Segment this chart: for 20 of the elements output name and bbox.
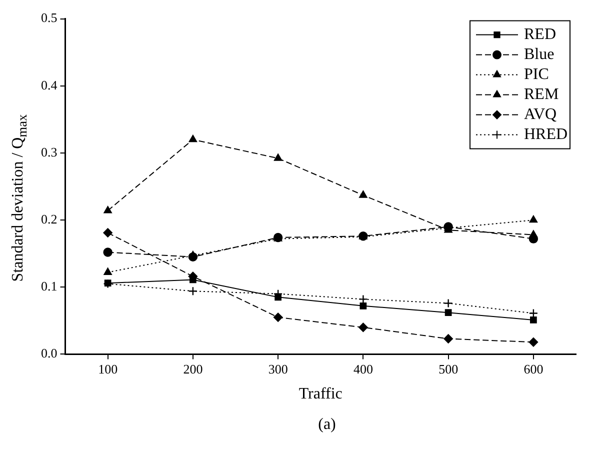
x-tick-label: 300 — [268, 361, 288, 376]
legend-label: HRED — [524, 126, 568, 144]
y-tick-label: 0.5 — [41, 10, 58, 26]
y-tick-label: 0.3 — [41, 144, 58, 160]
x-tick-label: 200 — [183, 361, 203, 376]
x-axis-title: Traffic — [298, 386, 342, 403]
legend-label: Blue — [524, 46, 554, 64]
y-tick-label: 0.0 — [41, 346, 58, 361]
legend-label: AVQ — [524, 106, 558, 124]
legend-label: PIC — [524, 66, 549, 84]
x-tick-label: 600 — [524, 361, 544, 376]
x-tick-label: 500 — [438, 361, 458, 376]
x-tick-label: 100 — [98, 361, 118, 376]
y-tick-label: 0.4 — [41, 77, 58, 92]
legend-label: REM — [524, 86, 559, 104]
x-tick-label: 400 — [353, 361, 373, 376]
y-tick-label: 0.1 — [41, 278, 58, 294]
text: (a) — [317, 416, 337, 434]
y-tick-label: 0.2 — [41, 211, 58, 226]
legend-label: RED — [524, 26, 556, 44]
